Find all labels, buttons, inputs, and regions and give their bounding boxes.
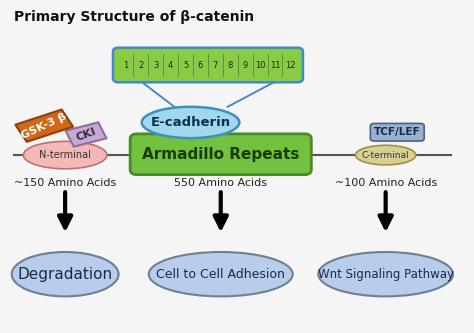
Text: Wnt Signaling Pathway: Wnt Signaling Pathway [318, 268, 454, 281]
Text: ~100 Amino Acids: ~100 Amino Acids [335, 178, 437, 188]
Text: Degradation: Degradation [18, 267, 113, 282]
Text: Armadillo Repeats: Armadillo Repeats [142, 147, 300, 162]
FancyBboxPatch shape [370, 124, 424, 141]
Text: 6: 6 [198, 61, 203, 70]
Text: N-terminal: N-terminal [39, 150, 91, 160]
Polygon shape [15, 110, 73, 142]
Text: 3: 3 [153, 61, 158, 70]
Text: 8: 8 [228, 61, 233, 70]
Ellipse shape [142, 107, 239, 138]
Text: GSK-3 β: GSK-3 β [20, 111, 68, 141]
Ellipse shape [23, 142, 107, 169]
Text: C-terminal: C-terminal [362, 151, 410, 160]
Polygon shape [65, 122, 107, 147]
Text: 5: 5 [183, 61, 188, 70]
Text: 7: 7 [213, 61, 218, 70]
Ellipse shape [356, 145, 416, 165]
FancyBboxPatch shape [113, 48, 303, 82]
Text: TCF/LEF: TCF/LEF [374, 127, 420, 137]
Text: 12: 12 [285, 61, 295, 70]
Text: 2: 2 [138, 61, 144, 70]
Text: CKI: CKI [74, 126, 98, 143]
Text: Cell to Cell Adhesion: Cell to Cell Adhesion [156, 268, 285, 281]
Ellipse shape [149, 252, 293, 296]
Text: E-cadherin: E-cadherin [150, 116, 231, 129]
Ellipse shape [12, 252, 118, 296]
Text: 11: 11 [270, 61, 280, 70]
Text: Primary Structure of β-catenin: Primary Structure of β-catenin [14, 10, 254, 24]
Text: 9: 9 [243, 61, 248, 70]
Text: 1: 1 [123, 61, 128, 70]
Ellipse shape [319, 252, 453, 296]
FancyBboxPatch shape [130, 134, 311, 174]
Text: ~150 Amino Acids: ~150 Amino Acids [14, 178, 116, 188]
Text: 550 Amino Acids: 550 Amino Acids [174, 178, 267, 188]
Text: 10: 10 [255, 61, 265, 70]
Text: 4: 4 [168, 61, 173, 70]
